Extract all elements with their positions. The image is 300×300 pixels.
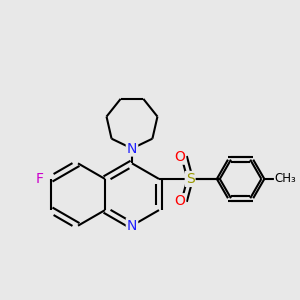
Text: O: O [174, 194, 185, 208]
Text: S: S [186, 172, 194, 186]
Text: N: N [127, 219, 137, 233]
Text: CH₃: CH₃ [275, 172, 297, 185]
Text: N: N [127, 142, 137, 155]
Text: F: F [35, 172, 43, 186]
Text: O: O [174, 150, 185, 164]
